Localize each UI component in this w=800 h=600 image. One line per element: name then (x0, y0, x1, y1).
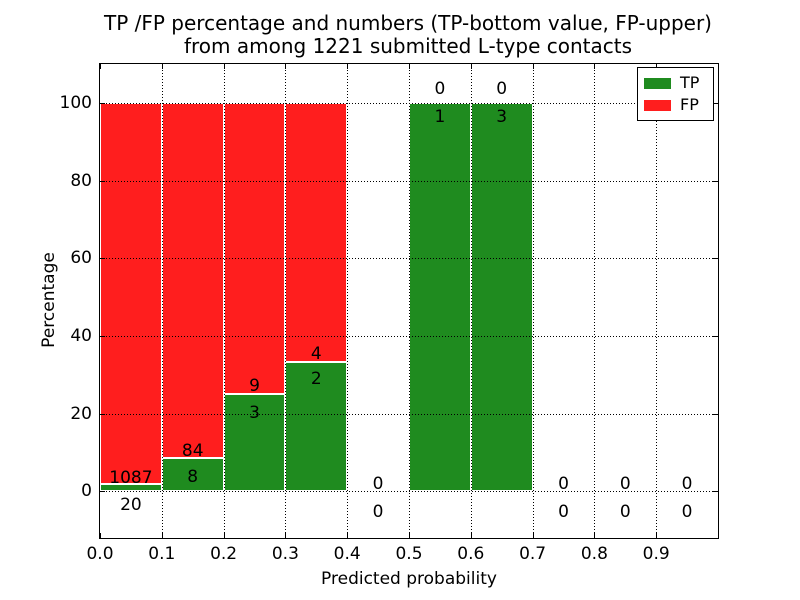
x-tick-top (285, 64, 287, 69)
x-gridline (470, 64, 472, 538)
y-tick-right (713, 335, 718, 337)
x-tick-label: 0.9 (642, 544, 670, 564)
tp-count-label: 0 (558, 501, 569, 522)
y-tick-right (713, 491, 718, 493)
x-gridline (347, 64, 349, 538)
x-tick-top (470, 64, 472, 69)
tp-count-label: 0 (619, 501, 631, 522)
tp-legend-label: TP (680, 73, 700, 92)
tp-count-label: 3 (496, 106, 508, 127)
tp-count-label: 2 (310, 368, 322, 389)
chart-title-line1: TP /FP percentage and numbers (TP-bottom… (104, 11, 712, 35)
y-tick (100, 335, 105, 337)
x-tick-label: 0.6 (457, 544, 485, 564)
x-tick-top (347, 64, 349, 69)
x-gridline (532, 64, 534, 538)
y-tick-right (713, 102, 718, 104)
y-tick (100, 102, 105, 104)
x-tick-label: 0.4 (333, 544, 361, 564)
x-tick-top (594, 64, 596, 69)
fp-legend-swatch (644, 99, 671, 111)
x-tick-top (161, 64, 163, 69)
x-tick (532, 533, 534, 538)
y-tick-label: 0 (81, 481, 92, 502)
y-tick-label: 40 (70, 325, 92, 346)
fp-count-label: 0 (434, 78, 446, 99)
y-tick (100, 258, 105, 260)
fp-count-label: 9 (249, 375, 260, 396)
x-tick (347, 533, 349, 538)
x-gridline (223, 64, 225, 538)
x-gridline (594, 64, 596, 538)
fp-count-label: 84 (181, 440, 204, 461)
legend: TP FP (637, 67, 714, 121)
tp-count-label: 0 (372, 501, 384, 522)
x-tick-label: 0.7 (519, 544, 547, 564)
tp-count-label: 3 (249, 402, 260, 423)
fp-legend-label: FP (680, 95, 699, 114)
x-tick (409, 533, 410, 538)
tp-count-label: 0 (681, 501, 693, 522)
fp-count-label: 0 (619, 473, 631, 494)
x-gridline (285, 64, 287, 538)
tp-bar (100, 484, 162, 492)
y-tick-right (713, 413, 718, 415)
fp-count-label: 4 (310, 343, 322, 364)
fp-count-label: 0 (681, 473, 693, 494)
fp-count-label: 0 (558, 473, 569, 494)
x-tick-top (409, 64, 410, 69)
y-tick (100, 491, 105, 493)
y-tick-label: 60 (70, 248, 92, 269)
legend-item-fp: FP (644, 95, 708, 115)
x-tick-top (532, 64, 534, 69)
tp-count-label: 20 (120, 494, 142, 515)
x-axis-label: Predicted probability (321, 569, 497, 589)
chart-title-line2: from among 1221 submitted L-type contact… (183, 34, 633, 58)
fp-count-label: 1087 (109, 468, 153, 489)
x-tick-top (223, 64, 225, 69)
tp-legend-swatch (644, 77, 671, 89)
tp-bar (161, 457, 224, 492)
x-tick-label: 0.0 (86, 544, 114, 564)
x-tick-label: 0.3 (271, 544, 299, 564)
fp-bar (100, 102, 162, 485)
chart-title: TP /FP percentage and numbers (TP-bottom… (104, 12, 712, 58)
x-gridline (161, 64, 163, 538)
fp-bar (285, 102, 348, 362)
x-tick (161, 533, 163, 538)
x-tick (656, 533, 658, 538)
tp-bar (409, 102, 471, 492)
y-tick-label: 20 (70, 403, 92, 424)
fp-count-label: 0 (496, 78, 508, 99)
tp-bar (285, 361, 348, 492)
y-tick-label: 80 (70, 170, 92, 191)
tp-count-label: 8 (187, 467, 199, 488)
plot-area: TP FP 0 20 40 60 80 100 0.0 0.1 0.2 0.3 0.4 0.5 0.6 0… (60, 63, 719, 563)
fp-bar (161, 102, 224, 458)
x-tick-label: 0.1 (148, 544, 176, 564)
y-tick-right (713, 258, 718, 260)
x-tick (100, 533, 101, 538)
legend-item-tp: TP (644, 73, 708, 93)
x-tick (470, 533, 472, 538)
x-tick-label: 0.5 (395, 544, 423, 564)
x-tick (285, 533, 287, 538)
x-tick-label: 0.2 (210, 544, 238, 564)
x-tick (594, 533, 596, 538)
y-tick (100, 413, 105, 415)
tp-bar (470, 102, 533, 492)
y-tick (100, 180, 105, 182)
x-tick (223, 533, 225, 538)
x-tick-top (656, 64, 658, 69)
x-gridline (409, 64, 410, 538)
fp-bar (223, 102, 286, 395)
y-tick-right (713, 180, 718, 182)
x-tick-top (100, 64, 101, 69)
y-tick-label: 100 (59, 92, 92, 113)
tp-count-label: 1 (434, 106, 446, 127)
fp-count-label: 0 (372, 473, 384, 494)
x-gridline (656, 64, 658, 538)
x-tick-label: 0.8 (580, 544, 608, 564)
